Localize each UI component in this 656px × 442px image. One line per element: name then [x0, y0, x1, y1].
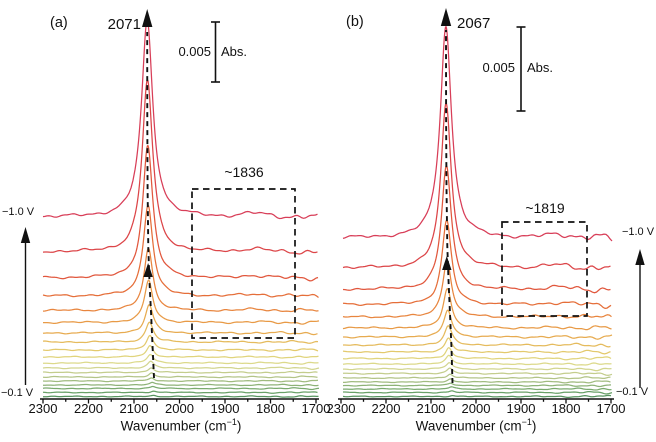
spectrum-trace-a-13	[42, 304, 318, 336]
spectrum-trace-b-17	[342, 165, 611, 294]
peak-top-arrowhead-b	[440, 8, 452, 26]
peak-shift-dashed-line-b	[445, 29, 454, 384]
spectrum-trace-b-10	[342, 347, 612, 361]
spectrum-trace-a-6	[42, 372, 318, 379]
panel-a-voltage-bottom-label: −0.1 V	[1, 387, 34, 399]
spectrum-trace-a-11	[42, 334, 319, 352]
spectrum-trace-a-2	[42, 390, 318, 394]
roi-dashed-box-b	[501, 221, 588, 317]
panel-a-xaxis-title-text: Wavenumber (cm	[120, 418, 227, 434]
x-tick-label-b-1800: 1800	[551, 401, 581, 416]
panel-b-voltage-bottom-label: −0.1 V	[615, 386, 649, 398]
spectrum-trace-a-9	[42, 353, 319, 365]
panel-b-xaxis-title: Wavenumber (cm−1)	[376, 417, 576, 434]
spectrum-trace-b-7	[342, 367, 613, 376]
x-tick-label-a-1800: 1800	[256, 401, 285, 416]
spectrum-trace-b-12	[342, 325, 611, 348]
spectrum-trace-b-13	[342, 309, 613, 340]
panel-a-scalebar-value: 0.005	[178, 44, 211, 59]
spectrum-trace-a-12	[42, 321, 319, 344]
peak-shift-arrowhead-b	[442, 256, 452, 270]
spectrum-trace-b-11	[342, 337, 611, 355]
spectrum-trace-a-3	[42, 385, 320, 391]
spectrum-trace-b-8	[342, 362, 612, 372]
spectrum-trace-a-4	[43, 381, 319, 387]
panel-b-label: (b)	[346, 14, 364, 30]
x-tick-label-a-2200: 2200	[74, 401, 103, 416]
panel-a-label: (a)	[50, 15, 68, 31]
x-tick-label-b-2300: 2300	[326, 401, 356, 416]
panel-a-xaxis-title-sup: −1	[226, 417, 237, 427]
spectrum-trace-a-5	[42, 377, 319, 383]
spectrum-trace-b-14	[342, 288, 612, 331]
spectrum-trace-a-16	[42, 204, 319, 298]
panel-a-voltage-top-label: −1.0 V	[2, 206, 35, 218]
spectrum-trace-b-16	[342, 219, 612, 310]
spectrum-trace-b-1	[342, 394, 612, 398]
panel-b-scalebar-unit: Abs.	[527, 60, 554, 75]
spectrum-trace-a-10	[42, 344, 319, 359]
panel-b-secondary-band-label: ~1819	[525, 200, 565, 216]
spectrum-trace-a-7	[42, 367, 318, 374]
x-tick-label-b-2200: 2200	[371, 401, 401, 416]
spectrum-trace-b-3	[342, 386, 612, 391]
spectrum-trace-b-5	[342, 378, 611, 384]
spectrum-trace-a-18	[42, 79, 318, 255]
spectrum-trace-a-1	[42, 394, 319, 398]
panel-b-xaxis-title-close: )	[531, 418, 537, 434]
peak-top-arrowhead-a	[142, 9, 153, 27]
peak-shift-dashed-line-a	[146, 31, 155, 379]
spectrum-trace-b-19	[342, 25, 613, 242]
spectrum-trace-b-4	[342, 382, 612, 388]
spectrum-trace-b-2	[342, 390, 613, 395]
panel-b-xaxis-title-sup: −1	[521, 417, 532, 427]
panel-b-scalebar-value: 0.005	[482, 60, 515, 75]
spectrum-trace-b-18	[342, 102, 611, 271]
panel-b-peak-wavenumber: 2067	[457, 15, 491, 32]
spectrum-trace-a-14	[42, 279, 320, 325]
panel-b-xaxis-title-text: Wavenumber (cm	[415, 418, 522, 434]
voltage-arrowhead-b	[635, 249, 645, 265]
panel-a-scalebar-unit: Abs.	[221, 44, 248, 59]
peak-shift-arrowhead-a	[143, 263, 153, 277]
panel-b-voltage-top-label: −1.0 V	[621, 226, 655, 238]
panel-a-secondary-band-label: ~1836	[224, 164, 264, 180]
x-tick-label-a-1700: 1700	[301, 401, 331, 416]
roi-dashed-box-a	[191, 188, 296, 339]
spectrum-trace-a-19	[42, 19, 318, 220]
panel-a-xaxis-title-close: )	[236, 418, 242, 434]
x-tick-label-b-1900: 1900	[506, 401, 536, 416]
spectrum-trace-a-8	[42, 360, 320, 371]
spectrum-trace-a-17	[42, 144, 319, 282]
x-tick-label-a-2000: 2000	[165, 401, 194, 416]
spectrum-trace-b-6	[342, 373, 611, 380]
panel-a-peak-wavenumber: 2071	[107, 16, 141, 33]
spectrum-trace-b-9	[342, 354, 612, 366]
x-tick-label-a-2100: 2100	[119, 401, 149, 416]
spectrum-trace-b-15	[342, 260, 612, 319]
x-tick-label-b-2100: 2100	[416, 401, 446, 416]
x-tick-label-a-1900: 1900	[210, 401, 240, 416]
x-tick-label-b-1700: 1700	[596, 401, 626, 416]
x-tick-label-b-2000: 2000	[461, 401, 491, 416]
x-tick-label-a-2300: 2300	[28, 401, 58, 416]
spectrum-trace-a-15	[42, 247, 319, 313]
panel-a-xaxis-title: Wavenumber (cm−1)	[81, 417, 281, 434]
voltage-arrowhead-a	[20, 227, 31, 243]
